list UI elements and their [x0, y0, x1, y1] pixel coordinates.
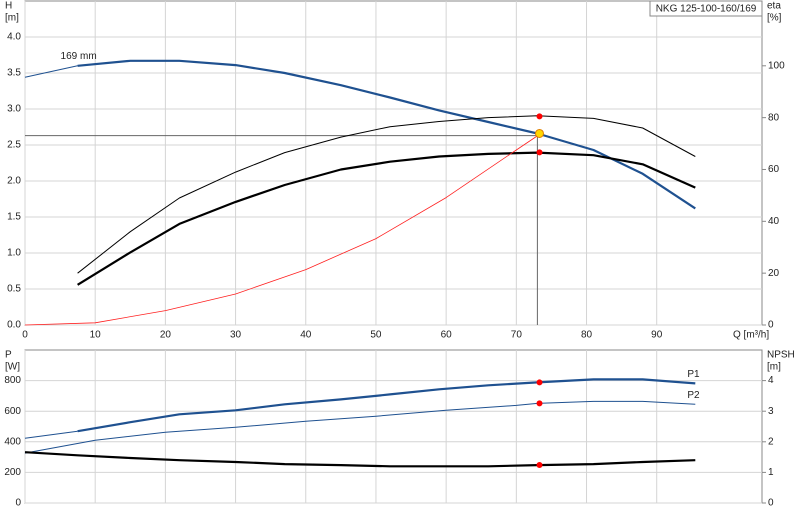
y2-tick-label: 0 — [768, 498, 774, 509]
y2-tick-label: 3 — [768, 406, 774, 417]
curve — [24, 400, 696, 454]
y2-tick-label: 2 — [768, 436, 774, 447]
curve — [77, 151, 696, 286]
x-tick-label: 0 — [22, 330, 28, 341]
y-tick-label: 3.0 — [7, 104, 21, 115]
y2-tick-label: 60 — [768, 164, 780, 175]
duty-point — [536, 113, 543, 120]
duty-point — [536, 400, 543, 407]
y-tick-label: 1.0 — [7, 248, 21, 259]
y-axis-label: [W] — [5, 362, 20, 373]
y2-tick-label: 0 — [768, 320, 774, 331]
x-tick-label: 50 — [370, 330, 382, 341]
y2-axis-label: [m] — [767, 362, 781, 373]
y2-axis-label: eta — [767, 1, 781, 12]
x-tick-label: 20 — [160, 330, 172, 341]
y-tick-label: 400 — [4, 436, 21, 447]
y-tick-label: 1.5 — [7, 212, 21, 223]
y-tick-label: 2.5 — [7, 140, 21, 151]
y-axis-label: P — [5, 350, 12, 361]
curve — [77, 115, 696, 274]
annotation: 169 mm — [61, 51, 97, 62]
y2-tick-label: 1 — [768, 467, 774, 478]
y-tick-label: 0 — [15, 498, 21, 509]
x-tick-label: 40 — [300, 330, 312, 341]
y2-axis-label: NPSH — [767, 350, 795, 361]
x-tick-label: 60 — [441, 330, 453, 341]
y2-tick-label: 20 — [768, 268, 780, 279]
title-box — [649, 0, 763, 17]
chart-title: NKG 125-100-160/169 — [656, 4, 757, 15]
y-tick-label: 800 — [4, 375, 21, 386]
x-tick-label: 90 — [651, 330, 663, 341]
y-tick-label: 0.0 — [7, 320, 21, 331]
y2-tick-label: 40 — [768, 216, 780, 227]
series-label: P2 — [687, 390, 700, 401]
y-axis-label: [m] — [5, 13, 19, 24]
x-tick-label: 10 — [90, 330, 102, 341]
duty-point — [536, 149, 543, 156]
y-tick-label: 600 — [4, 406, 21, 417]
series-label: P1 — [687, 369, 700, 380]
y2-tick-label: 4 — [768, 375, 774, 386]
y2-tick-label: 100 — [768, 60, 785, 71]
curve — [24, 430, 78, 439]
x-tick-label: 80 — [581, 330, 593, 341]
curve — [77, 378, 696, 433]
y-tick-label: 3.5 — [7, 68, 21, 79]
x-axis-label: Q [m³/h] — [733, 330, 769, 341]
duty-point — [536, 462, 543, 469]
y-tick-label: 200 — [4, 467, 21, 478]
y-axis-label: H — [5, 1, 12, 12]
x-tick-label: 70 — [511, 330, 523, 341]
y-tick-label: 4.0 — [7, 32, 21, 43]
curve — [24, 65, 78, 78]
curve — [77, 59, 696, 210]
curve — [24, 451, 696, 468]
y-tick-label: 0.5 — [7, 284, 21, 295]
x-tick-label: 30 — [230, 330, 242, 341]
y-tick-label: 2.0 — [7, 176, 21, 187]
duty-point — [534, 128, 544, 138]
y2-axis-label: [%] — [767, 13, 782, 24]
duty-point — [536, 379, 543, 386]
curve — [24, 133, 542, 326]
y2-tick-label: 80 — [768, 112, 780, 123]
